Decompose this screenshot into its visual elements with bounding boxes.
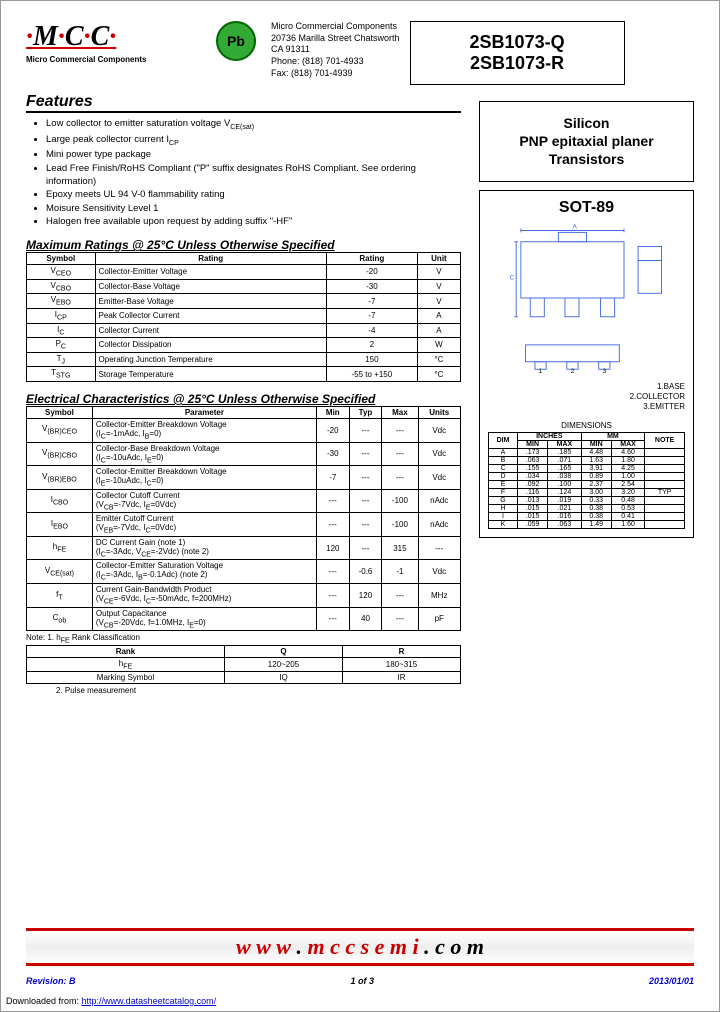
pb-icon: Pb <box>216 21 256 61</box>
package-title: SOT-89 <box>488 199 685 217</box>
subtitle-box: Silicon PNP epitaxial planer Transistors <box>479 101 694 182</box>
address-line: CA 91311 <box>271 44 400 56</box>
elec-heading: Electrical Characteristics @ 25°C Unless… <box>26 392 461 406</box>
pb-badge-wrap: Pb <box>216 21 256 85</box>
subtitle-line: Transistors <box>486 150 687 168</box>
features-heading: Features <box>26 93 461 113</box>
feature-item: Mini power type package <box>46 148 461 161</box>
website-url-bar: w w w . m c c s e m i . c o m <box>26 928 694 966</box>
download-link[interactable]: http://www.datasheetcatalog.com/ <box>82 996 217 1006</box>
header: ·M·C·C· Micro Commercial Components Pb M… <box>26 21 694 85</box>
svg-text:2: 2 <box>571 368 575 373</box>
feature-item: Low collector to emitter saturation volt… <box>46 117 461 133</box>
address-line: 20736 Marilla Street Chatsworth <box>271 33 400 45</box>
svg-text:3: 3 <box>602 368 606 373</box>
dimensions-title: DIMENSIONS <box>488 421 685 430</box>
main-content: Features Low collector to emitter satura… <box>26 93 694 695</box>
logo-block: ·M·C·C· Micro Commercial Components <box>26 21 206 85</box>
footer-date: 2013/01/01 <box>649 976 694 986</box>
dimensions-table: DIMINCHESMMNOTEMINMAXMINMAXA.173.1854.48… <box>488 432 685 529</box>
part-number: 2SB1073-Q <box>421 32 614 53</box>
footer-row: Revision: B 1 of 3 2013/01/01 <box>26 976 694 986</box>
feature-item: Large peak collector current ICP <box>46 133 461 149</box>
download-prefix: Downloaded from: <box>6 996 82 1006</box>
subtitle-line: Silicon <box>486 114 687 132</box>
url-part: . c o m <box>424 934 484 959</box>
rank-note2: 2. Pulse measurement <box>56 686 461 695</box>
download-line: Downloaded from: http://www.datasheetcat… <box>6 996 216 1006</box>
address-line: Fax: (818) 701-4939 <box>271 68 400 80</box>
url-part: m c c s e m i <box>307 934 424 959</box>
feature-item: Epoxy meets UL 94 V-0 flammability ratin… <box>46 188 461 201</box>
features-list: Low collector to emitter saturation volt… <box>26 117 461 228</box>
address-block: Micro Commercial Components 20736 Marill… <box>271 21 400 85</box>
datasheet-page: ·M·C·C· Micro Commercial Components Pb M… <box>0 0 720 1012</box>
package-box: SOT-89 A <box>479 190 694 538</box>
logo-subtitle: Micro Commercial Components <box>26 55 206 64</box>
left-column: Features Low collector to emitter satura… <box>26 93 461 695</box>
page-number: 1 of 3 <box>350 976 374 986</box>
revision-label: Revision: B <box>26 976 76 986</box>
part-number: 2SB1073-R <box>421 53 614 74</box>
svg-text:C: C <box>510 274 515 281</box>
pin-labels: 1.BASE 2.COLLECTOR 3.EMITTER <box>488 382 685 413</box>
part-numbers-box: 2SB1073-Q 2SB1073-R <box>410 21 625 85</box>
sot89-diagram: A C 1 2 3 <box>488 223 685 373</box>
url-part: . <box>296 934 307 959</box>
feature-item: Lead Free Finish/RoHS Compliant ("P" suf… <box>46 162 461 189</box>
svg-text:A: A <box>572 223 577 230</box>
right-column: Silicon PNP epitaxial planer Transistors… <box>479 93 694 695</box>
pin-label: 2.COLLECTOR <box>488 392 685 402</box>
pin-label: 3.EMITTER <box>488 402 685 412</box>
subtitle-line: PNP epitaxial planer <box>486 132 687 150</box>
address-line: Micro Commercial Components <box>271 21 400 33</box>
svg-text:1: 1 <box>539 368 543 373</box>
rank-table: RankQRhFE120~205180~315Marking SymbolIQI… <box>26 645 461 685</box>
feature-item: Halogen free available upon request by a… <box>46 215 461 228</box>
mcc-logo: ·M·C·C· <box>26 21 206 53</box>
address-line: Phone: (818) 701-4933 <box>271 56 400 68</box>
pin-label: 1.BASE <box>488 382 685 392</box>
elec-table: SymbolParameterMinTypMaxUnitsV(BR)CEOCol… <box>26 406 461 631</box>
feature-item: Moisure Sensitivity Level 1 <box>46 202 461 215</box>
url-part: w w w <box>236 934 297 959</box>
maxratings-heading: Maximum Ratings @ 25°C Unless Otherwise … <box>26 238 461 252</box>
maxratings-table: SymbolRatingRatingUnitVCEOCollector-Emit… <box>26 252 461 382</box>
rank-note: Note: 1. hFE Rank Classification <box>26 633 461 645</box>
